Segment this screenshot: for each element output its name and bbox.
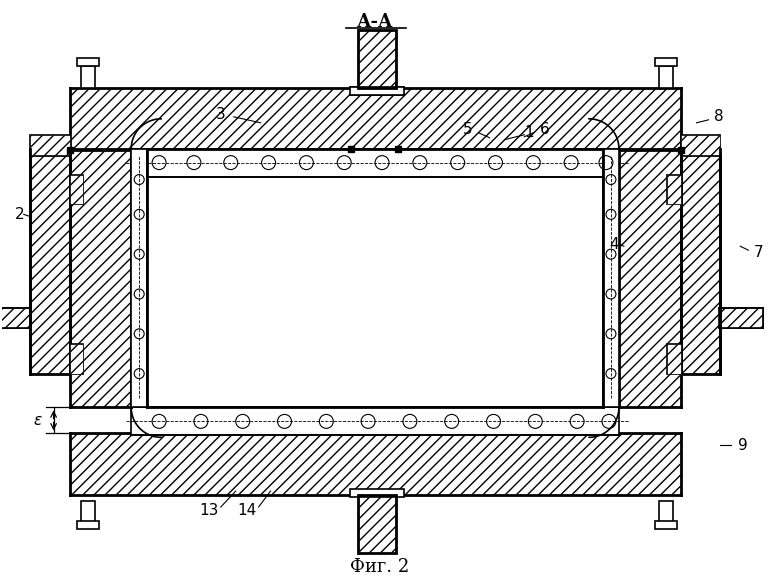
Bar <box>659 501 672 523</box>
Bar <box>0 308 30 328</box>
Bar <box>654 58 676 66</box>
Text: А-А: А-А <box>356 13 393 32</box>
Text: 14: 14 <box>237 503 257 519</box>
Bar <box>681 135 721 155</box>
Bar <box>0 308 30 328</box>
Bar <box>69 344 83 374</box>
Bar <box>619 149 681 408</box>
Bar <box>69 175 83 204</box>
Bar <box>69 88 681 150</box>
Bar <box>131 149 619 176</box>
Text: 9: 9 <box>739 438 748 453</box>
Bar <box>358 30 396 88</box>
Bar <box>659 66 672 88</box>
Bar <box>131 149 147 408</box>
Bar <box>654 521 676 529</box>
Text: 13: 13 <box>199 503 218 519</box>
Bar <box>350 489 404 497</box>
Bar <box>667 175 681 204</box>
Text: 8: 8 <box>714 109 723 124</box>
Bar <box>358 30 396 88</box>
Bar <box>69 433 681 495</box>
Bar <box>81 66 95 88</box>
Text: Фиг. 2: Фиг. 2 <box>350 558 410 576</box>
Bar <box>358 495 396 552</box>
Bar <box>30 135 69 155</box>
Text: 1: 1 <box>524 125 534 140</box>
Bar <box>69 149 131 408</box>
Bar <box>30 155 69 374</box>
Text: 5: 5 <box>463 122 473 137</box>
Bar <box>719 308 763 328</box>
Bar <box>667 344 681 374</box>
Text: 7: 7 <box>753 245 763 260</box>
Bar <box>30 135 69 155</box>
Bar <box>681 155 721 374</box>
Bar <box>719 308 763 328</box>
Bar <box>77 521 99 529</box>
Text: 3: 3 <box>216 107 225 122</box>
Bar <box>81 501 95 523</box>
Bar <box>77 58 99 66</box>
Bar <box>667 175 681 204</box>
Bar <box>667 344 681 374</box>
Bar <box>131 408 619 435</box>
Text: 4: 4 <box>609 237 619 252</box>
Bar <box>69 175 83 204</box>
Bar <box>350 87 404 95</box>
Bar <box>603 149 619 408</box>
Bar <box>30 155 69 374</box>
Bar <box>681 135 721 155</box>
Bar <box>69 344 83 374</box>
Text: ε: ε <box>34 413 42 428</box>
Bar <box>681 155 721 374</box>
Text: 2: 2 <box>15 207 25 222</box>
Text: 6: 6 <box>540 122 549 137</box>
Bar <box>358 495 396 552</box>
